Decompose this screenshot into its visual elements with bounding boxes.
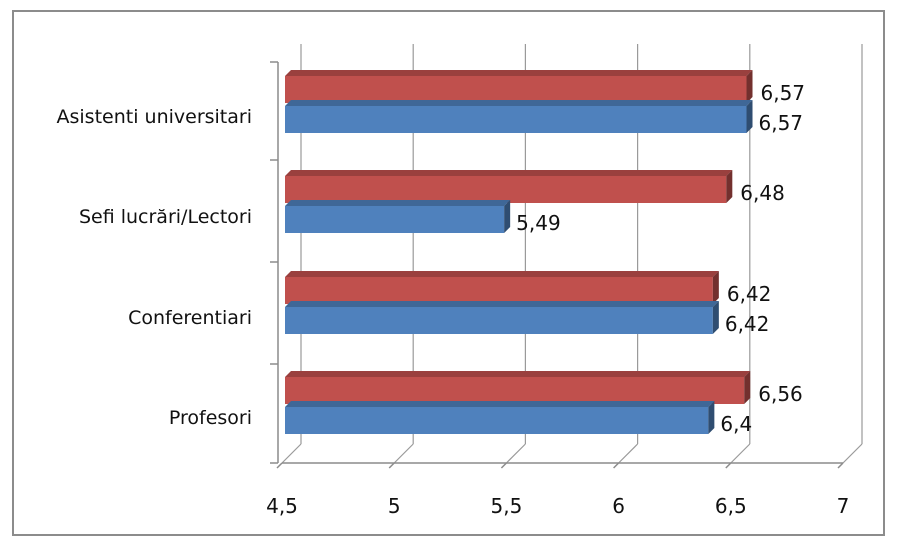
bar-series1: [285, 100, 753, 133]
gridline-floor: [393, 443, 414, 464]
bar-series1-top: [285, 200, 511, 206]
bar-series1-front: [285, 307, 713, 334]
axes: [270, 61, 844, 469]
bar-series2-top: [285, 271, 719, 277]
x-axis-tick: [388, 462, 395, 469]
data-label: 5,49: [516, 211, 561, 235]
category-label: Sefi lucrări/Lectori: [79, 206, 252, 228]
x-tick-label: 6,5: [715, 494, 747, 518]
data-label: 6,48: [740, 181, 785, 205]
bar-series1-top: [285, 100, 753, 106]
x-tick-label: 5,5: [490, 494, 522, 518]
bar-series1-side: [712, 301, 719, 334]
bar-series2: [285, 371, 751, 404]
bar-series1: [285, 301, 719, 334]
bar-series2: [285, 271, 719, 304]
bar-series2-side: [744, 371, 751, 404]
bar-series2: [285, 170, 733, 203]
gridline-floor: [730, 443, 751, 464]
bar-series1-top: [285, 301, 719, 307]
data-label: 6,57: [759, 111, 804, 135]
data-label: 6,57: [761, 81, 806, 105]
bar-series1-side: [708, 401, 715, 434]
x-tick-label: 5: [388, 494, 401, 518]
gridline-floor: [281, 443, 302, 464]
gridline-floor: [505, 443, 526, 464]
bars: [285, 70, 753, 434]
gridline-floor: [842, 443, 863, 464]
bar-series1: [285, 200, 511, 233]
bar-series2-top: [285, 70, 753, 76]
bar-series1-top: [285, 401, 715, 407]
x-axis-tick: [500, 462, 507, 469]
bar-series1-front: [285, 407, 709, 434]
bar-series1-front: [285, 206, 505, 233]
bar-series2-front: [285, 277, 713, 304]
bar-series2-front: [285, 176, 727, 203]
bar-series1: [285, 401, 715, 434]
category-label: Conferentiari: [128, 307, 252, 329]
data-label: 6,42: [725, 312, 770, 336]
bar-series1-side: [746, 100, 753, 133]
data-label: 6,4: [720, 412, 752, 436]
bar-series2-top: [285, 371, 751, 377]
category-label: Profesori: [169, 407, 252, 429]
bar-series2-side: [746, 70, 753, 103]
bar-series2-front: [285, 76, 747, 103]
x-tick-label: 7: [837, 494, 850, 518]
data-label: 6,42: [727, 282, 772, 306]
x-axis-tick: [276, 462, 283, 469]
x-tick-label: 4,5: [266, 494, 298, 518]
bar-series2-front: [285, 377, 745, 404]
gridline-floor: [618, 443, 639, 464]
category-label: Asistenti universitari: [57, 106, 253, 128]
bar-series2-side: [726, 170, 733, 203]
bar-series1-side: [504, 200, 511, 233]
bar-series2-top: [285, 170, 733, 176]
x-axis-tick: [837, 462, 844, 469]
bar-series1-front: [285, 106, 747, 133]
data-label: 6,56: [758, 382, 803, 406]
bar-series2-side: [712, 271, 719, 304]
x-axis-tick: [613, 462, 620, 469]
bar-series2: [285, 70, 753, 103]
x-tick-label: 6: [612, 494, 625, 518]
x-axis-tick: [725, 462, 732, 469]
